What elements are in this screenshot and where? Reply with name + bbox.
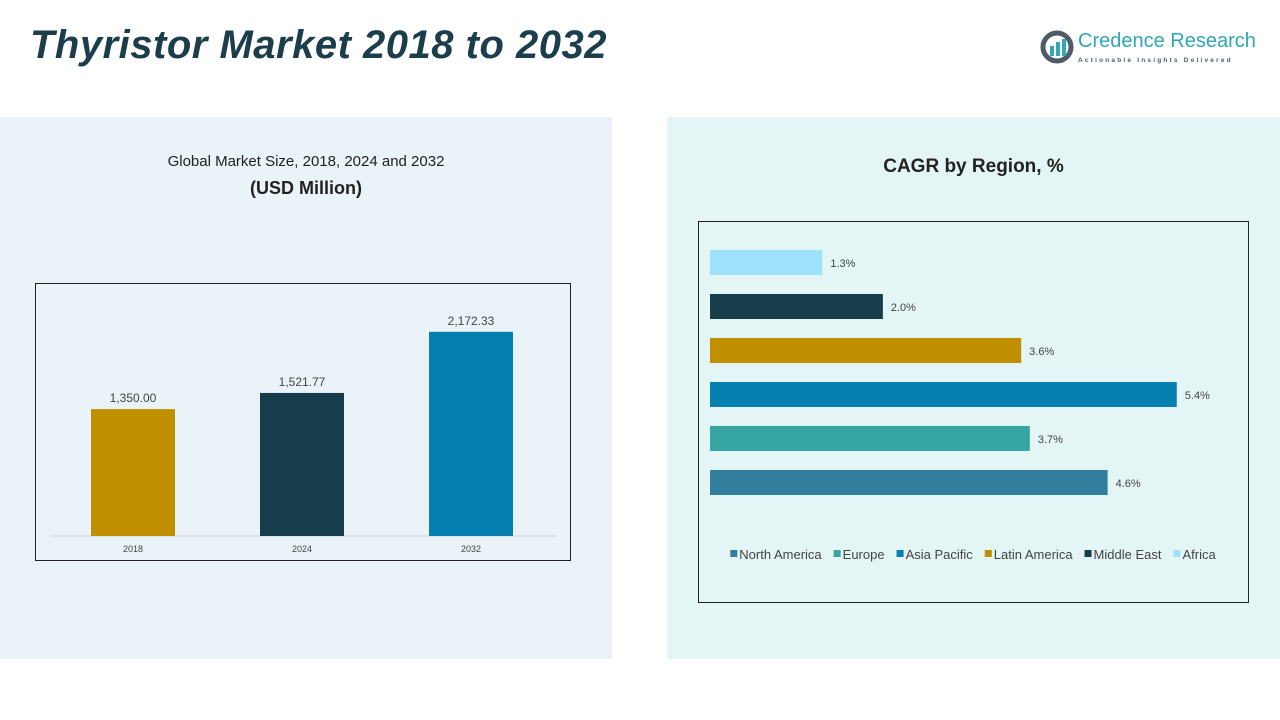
chart2-title: CAGR by Region, %	[883, 156, 1064, 177]
x-tick-label: 2024	[292, 544, 312, 554]
bar-2032	[429, 331, 513, 536]
legend-item: North America	[739, 547, 822, 562]
legend-swatch	[833, 550, 841, 557]
logo-text: Credence Research	[1078, 30, 1256, 52]
logo-tagline: Actionable Insights Delivered	[1078, 57, 1233, 64]
data-label: 3.6%	[1029, 346, 1054, 358]
x-tick-label: 2032	[461, 544, 481, 554]
legend-swatch	[1173, 550, 1181, 557]
legend-swatch	[984, 550, 992, 557]
legend-item: Europe	[843, 547, 885, 562]
chart1-title: Global Market Size, 2018, 2024 and 2032	[167, 153, 445, 170]
legend-swatch	[896, 550, 904, 557]
bar-Asia Pacific	[710, 382, 1177, 407]
bar-Middle East	[710, 294, 883, 319]
legend-item: Africa	[1182, 547, 1216, 562]
bar-North America	[710, 470, 1108, 495]
legend-swatch	[1084, 550, 1092, 557]
bar-2024	[260, 392, 344, 536]
legend-swatch	[730, 550, 738, 557]
logo: Credence Research Actionable Insights De…	[1040, 30, 1265, 70]
logo-icon	[1040, 30, 1074, 64]
data-label: 5.4%	[1185, 390, 1210, 402]
data-label: 1,350.00	[110, 391, 157, 405]
chart1-frame	[35, 283, 571, 561]
bar-Latin America	[710, 338, 1022, 363]
data-label: 1,521.77	[279, 375, 326, 389]
bar-Africa	[710, 250, 823, 275]
data-label: 4.6%	[1116, 478, 1141, 490]
chart1-subtitle: (USD Million)	[250, 178, 362, 198]
data-label: 3.7%	[1038, 434, 1063, 446]
bar-Europe	[710, 426, 1030, 451]
legend-item: Latin America	[994, 547, 1074, 562]
chart2-frame	[698, 221, 1249, 603]
page-title: Thyristor Market 2018 to 2032	[30, 23, 607, 67]
data-label: 1.3%	[830, 258, 855, 270]
bar-2018	[91, 409, 175, 536]
legend-item: Middle East	[1094, 547, 1162, 562]
data-label: 2,172.33	[448, 314, 495, 328]
legend-item: Asia Pacific	[906, 547, 974, 562]
data-label: 2.0%	[891, 302, 916, 314]
x-tick-label: 2018	[123, 544, 143, 554]
